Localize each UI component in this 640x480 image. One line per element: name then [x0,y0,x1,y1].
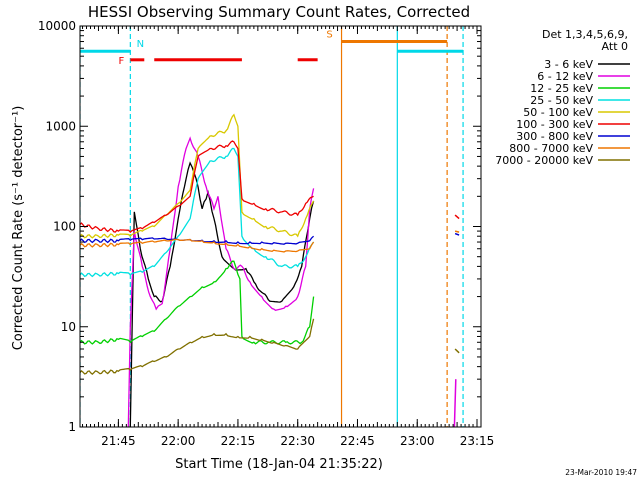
attenuator-flag-label-n: N [137,39,144,50]
legend-label: 100 - 300 keV [516,118,593,131]
y-tick-label: 10000 [38,19,76,33]
x-tick-label: 22:15 [221,434,256,448]
tail-segment-3 [454,348,460,354]
series-line-3-6-kev [129,161,315,427]
plot-area: N S F [80,26,464,427]
legend-label: 25 - 50 keV [530,94,593,107]
date-stamp: 23-Mar-2010 19:47 [565,468,637,477]
x-tick-label: 22:00 [161,434,196,448]
y-axis: 1 10 100 1000 10000 [38,19,481,434]
legend-label: 800 - 7000 keV [509,142,593,155]
y-axis-label: Corrected Count Rate (s⁻¹ detector⁻¹) [11,106,26,351]
tail-segment-0 [454,214,460,220]
legend-header: Att 0 [602,40,628,53]
legend-label: 7000 - 20000 keV [495,154,593,167]
y-tick-label: 100 [53,220,76,234]
legend-label: 3 - 6 keV [544,58,593,71]
y-tick-label: 10 [61,320,76,334]
series-line-25-50-kev [80,147,315,278]
series-line-50-100-kev [80,113,315,239]
y-tick-label: 1 [68,420,76,434]
attenuator-flag-label-s: S [326,30,332,41]
legend-label: 12 - 25 keV [530,82,593,95]
series-line-7000-20000-kev [80,318,315,375]
tail-segment-4 [453,379,457,427]
series-line-300-800-kev [80,235,315,245]
legend-label: 300 - 800 keV [516,130,593,143]
x-tick-label: 23:15 [460,434,495,448]
x-axis: 21:45 22:00 22:15 22:30 22:45 23:00 23:15 [82,26,495,448]
legend-label: 6 - 12 keV [537,70,593,83]
series-line-100-300-kev [80,140,314,234]
series-line-6-12-kev [127,136,315,427]
plot-frame [79,25,482,428]
x-tick-label: 21:45 [101,434,136,448]
tail-segment-1 [454,232,460,236]
y-tick-label: 1000 [45,119,76,133]
x-tick-label: 22:30 [280,434,315,448]
flare-flag-label-f: F [118,56,124,67]
chart-title: HESSI Observing Summary Count Rates, Cor… [88,3,470,21]
x-tick-label: 22:45 [340,434,375,448]
x-axis-label: Start Time (18-Jan-04 21:35:22) [175,457,383,472]
series-line-800-7000-kev [80,238,315,253]
tail-segment-2 [454,230,460,233]
x-tick-label: 23:00 [400,434,435,448]
legend-label: 50 - 100 keV [523,106,593,119]
legend-header: Det 1,3,4,5,6,9, [542,28,628,41]
